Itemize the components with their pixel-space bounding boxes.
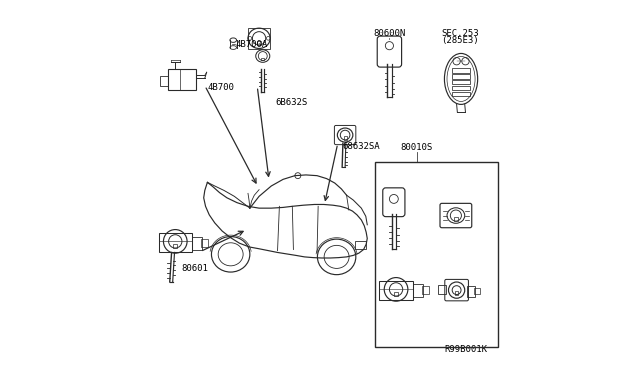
Text: (285E3): (285E3) xyxy=(442,36,479,45)
Text: SEC.253: SEC.253 xyxy=(442,29,479,38)
Text: 80600N: 80600N xyxy=(373,29,406,38)
Text: 4B700: 4B700 xyxy=(207,83,234,92)
Bar xyxy=(394,292,398,296)
Bar xyxy=(413,284,423,297)
Bar xyxy=(374,162,499,347)
Bar xyxy=(344,136,347,140)
Bar xyxy=(355,241,366,249)
Bar xyxy=(159,233,191,253)
Bar xyxy=(452,68,470,73)
Text: 6B632S: 6B632S xyxy=(275,97,307,107)
Bar xyxy=(452,80,470,84)
Text: R99B001K: R99B001K xyxy=(444,345,487,354)
Text: 80601: 80601 xyxy=(182,264,209,273)
Bar xyxy=(438,285,446,294)
Bar xyxy=(191,237,202,250)
Bar xyxy=(261,58,264,61)
Text: 4B700A: 4B700A xyxy=(235,41,268,49)
Bar xyxy=(168,68,196,90)
Bar xyxy=(454,217,458,221)
Bar xyxy=(380,280,413,300)
Bar xyxy=(422,286,429,294)
Text: 80010S: 80010S xyxy=(401,143,433,152)
Bar xyxy=(201,239,208,247)
Bar xyxy=(452,74,470,78)
Bar xyxy=(248,28,270,49)
Bar xyxy=(257,41,261,45)
Bar xyxy=(455,291,458,295)
Bar xyxy=(452,86,470,90)
Bar xyxy=(160,76,168,86)
Bar xyxy=(467,286,475,297)
Text: 68632SA: 68632SA xyxy=(342,142,380,151)
Bar xyxy=(474,288,480,294)
Bar xyxy=(173,244,177,248)
Bar xyxy=(452,92,470,96)
